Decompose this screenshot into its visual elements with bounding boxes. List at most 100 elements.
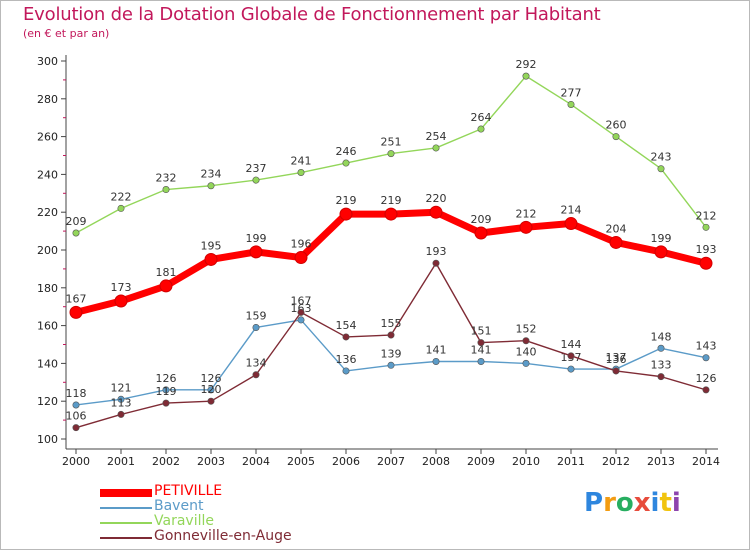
data-point-bavent — [117, 395, 125, 403]
data-point-bavent — [297, 316, 305, 324]
data-label-petiville: 195 — [201, 239, 222, 252]
data-point-varaville — [342, 159, 350, 167]
data-point-varaville — [207, 182, 215, 190]
legend-swatch — [100, 507, 152, 509]
data-label-varaville: 232 — [156, 172, 177, 185]
x-tick-label: 2004 — [242, 455, 270, 468]
data-point-petiville — [474, 226, 488, 240]
legend-swatch — [100, 522, 152, 524]
data-point-bavent — [207, 386, 215, 394]
data-point-gonneville-en-auge — [207, 397, 215, 405]
data-point-varaville — [117, 204, 125, 212]
data-label-gonneville-en-auge: 151 — [471, 325, 492, 338]
data-point-varaville — [72, 229, 80, 237]
data-label-petiville: 204 — [606, 222, 627, 235]
data-label-varaville: 241 — [291, 155, 312, 168]
data-label-gonneville-en-auge: 193 — [426, 245, 447, 258]
legend-label: Bavent — [154, 498, 204, 514]
data-label-petiville: 193 — [696, 243, 717, 256]
data-label-gonneville-en-auge: 133 — [651, 359, 672, 372]
y-tick-label: 200 — [37, 244, 58, 257]
data-point-varaville — [297, 169, 305, 177]
data-label-petiville: 196 — [291, 238, 312, 251]
data-label-gonneville-en-auge: 134 — [246, 357, 267, 370]
data-label-gonneville-en-auge: 154 — [336, 319, 357, 332]
x-tick-label: 2002 — [152, 455, 180, 468]
x-tick-label: 2005 — [287, 455, 315, 468]
x-tick-label: 2000 — [62, 455, 90, 468]
data-point-gonneville-en-auge — [162, 399, 170, 407]
data-point-gonneville-en-auge — [72, 424, 80, 432]
data-label-bavent: 163 — [291, 302, 312, 315]
data-label-varaville: 234 — [201, 168, 222, 181]
data-label-varaville: 260 — [606, 119, 627, 132]
legend-swatch — [100, 489, 152, 497]
data-label-bavent: 159 — [246, 309, 267, 322]
y-tick-label: 220 — [37, 206, 58, 219]
logo-letter: i — [650, 488, 660, 518]
data-label-petiville: 212 — [516, 207, 537, 220]
data-label-gonneville-en-auge: 106 — [66, 410, 87, 423]
data-label-petiville: 219 — [336, 194, 357, 207]
data-label-bavent: 121 — [111, 381, 132, 394]
data-label-petiville: 220 — [426, 192, 447, 205]
data-label-varaville: 246 — [336, 145, 357, 158]
y-tick-label: 300 — [37, 55, 58, 68]
data-label-gonneville-en-auge: 152 — [516, 323, 537, 336]
y-tick-label: 160 — [37, 320, 58, 333]
data-point-petiville — [339, 207, 353, 221]
data-label-varaville: 209 — [66, 215, 87, 228]
data-point-petiville — [654, 245, 668, 259]
data-point-petiville — [609, 235, 623, 249]
data-point-gonneville-en-auge — [567, 352, 575, 360]
data-point-varaville — [162, 186, 170, 194]
data-point-gonneville-en-auge — [477, 339, 485, 347]
data-label-gonneville-en-auge: 126 — [696, 372, 717, 385]
data-point-gonneville-en-auge — [522, 337, 530, 345]
y-tick-label: 240 — [37, 168, 58, 181]
data-label-varaville: 237 — [246, 162, 267, 175]
data-point-gonneville-en-auge — [432, 259, 440, 267]
data-label-gonneville-en-auge: 120 — [201, 383, 222, 396]
data-label-bavent: 141 — [426, 344, 447, 357]
data-point-petiville — [69, 305, 83, 319]
data-point-gonneville-en-auge — [342, 333, 350, 341]
data-point-petiville — [249, 245, 263, 259]
data-point-gonneville-en-auge — [612, 367, 620, 375]
data-point-gonneville-en-auge — [252, 371, 260, 379]
data-point-petiville — [294, 251, 308, 265]
data-label-gonneville-en-auge: 119 — [156, 385, 177, 398]
chart-subtitle: (en € et par an) — [23, 27, 110, 40]
x-tick-label: 2012 — [602, 455, 630, 468]
logo-letter: r — [603, 488, 616, 518]
data-point-gonneville-en-auge — [387, 331, 395, 339]
data-point-varaville — [702, 223, 710, 231]
x-tick-label: 2014 — [692, 455, 720, 468]
data-label-varaville: 251 — [381, 136, 402, 149]
data-label-bavent: 148 — [651, 330, 672, 343]
legend-label: PETIVILLE — [154, 483, 223, 499]
data-label-petiville: 219 — [381, 194, 402, 207]
y-tick-label: 140 — [37, 357, 58, 370]
data-point-bavent — [342, 367, 350, 375]
data-point-petiville — [114, 294, 128, 308]
data-point-petiville — [429, 205, 443, 219]
y-tick-label: 280 — [37, 93, 58, 106]
data-label-bavent: 126 — [201, 372, 222, 385]
data-point-petiville — [519, 220, 533, 234]
y-tick-label: 120 — [37, 395, 58, 408]
data-label-gonneville-en-auge: 167 — [291, 294, 312, 307]
data-label-gonneville-en-auge: 155 — [381, 317, 402, 330]
data-label-gonneville-en-auge: 144 — [561, 338, 582, 351]
y-tick-label: 180 — [37, 282, 58, 295]
data-point-bavent — [657, 344, 665, 352]
x-tick-label: 2001 — [107, 455, 135, 468]
data-label-bavent: 141 — [471, 344, 492, 357]
legend-label: Gonneville-en-Auge — [154, 528, 292, 544]
data-label-varaville: 222 — [111, 190, 132, 203]
data-point-varaville — [612, 133, 620, 141]
data-point-varaville — [522, 72, 530, 80]
data-point-gonneville-en-auge — [657, 373, 665, 381]
